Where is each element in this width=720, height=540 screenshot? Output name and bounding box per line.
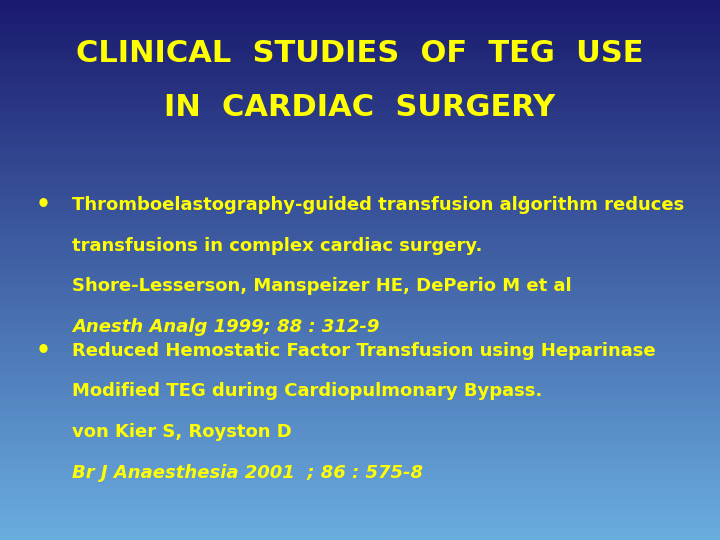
Text: CLINICAL  STUDIES  OF  TEG  USE: CLINICAL STUDIES OF TEG USE [76,39,644,69]
Text: Br J Anaesthesia 2001  ; 86 : 575-8: Br J Anaesthesia 2001 ; 86 : 575-8 [72,463,423,482]
Text: von Kier S, Royston D: von Kier S, Royston D [72,423,292,441]
Text: Modified TEG during Cardiopulmonary Bypass.: Modified TEG during Cardiopulmonary Bypa… [72,382,542,401]
Text: Anesth Analg 1999; 88 : 312-9: Anesth Analg 1999; 88 : 312-9 [72,318,379,336]
Text: transfusions in complex cardiac surgery.: transfusions in complex cardiac surgery. [72,237,482,255]
Text: Shore-Lesserson, Manspeizer HE, DePerio M et al: Shore-Lesserson, Manspeizer HE, DePerio … [72,277,572,295]
Text: IN  CARDIAC  SURGERY: IN CARDIAC SURGERY [164,93,556,123]
Text: Reduced Hemostatic Factor Transfusion using Heparinase: Reduced Hemostatic Factor Transfusion us… [72,342,656,360]
Text: Thromboelastography-guided transfusion algorithm reduces: Thromboelastography-guided transfusion a… [72,196,684,214]
Text: •: • [36,193,50,217]
Text: •: • [36,339,50,363]
